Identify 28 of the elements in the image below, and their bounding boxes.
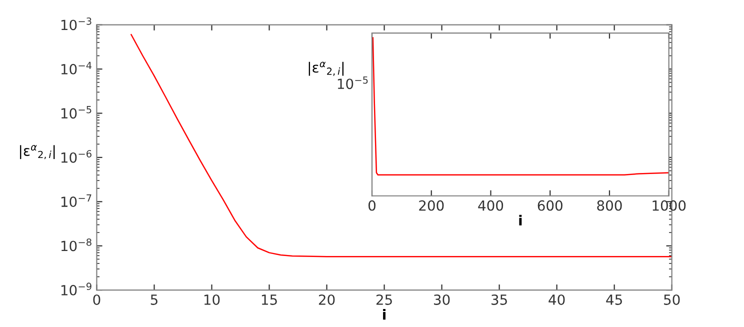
x-tick-label: 200 [419, 200, 444, 211]
annotation: 10$^{−5}$ [338, 76, 368, 90]
x-tick-label: 0 [93, 294, 100, 305]
x-tick-label: 50 [664, 294, 680, 305]
x-tick-label: 45 [606, 294, 622, 305]
y-tick-label: 10$^{−3}$ [61, 17, 92, 30]
y-tick-label: 10$^{−4}$ [61, 62, 92, 74]
x-tick-label: 25 [376, 294, 392, 305]
x-tick-label: 35 [492, 294, 507, 305]
x-tick-label: 600 [538, 200, 562, 211]
x-tick-label: 30 [434, 294, 450, 305]
y-tick-label: 10$^{−8}$ [61, 238, 92, 252]
x-tick-label: 0 [368, 200, 376, 211]
x-axis-title: i [383, 309, 386, 320]
x-tick-label: 400 [478, 200, 504, 211]
y-tick-label: 10$^{−7}$ [61, 194, 92, 208]
y-tick-label: 10$^{−9}$ [61, 282, 92, 296]
y-tick-label: 10$^{−6}$ [61, 150, 92, 163]
y-tick-label: 10$^{−5}$ [61, 106, 92, 119]
x-tick-label: 40 [548, 294, 565, 305]
x-tick-label: 5 [150, 294, 158, 305]
x-tick-label: 800 [597, 200, 622, 211]
x-axis-title: i [519, 214, 522, 226]
x-tick-label: 15 [262, 294, 277, 305]
y-axis-title: |ε$^{α}$$_{2,i}$| [20, 145, 55, 160]
y-axis-title: |ε$^{α}$$_{2,i}$| [308, 62, 344, 76]
x-tick-label: 10 [204, 294, 220, 305]
x-tick-label: 20 [318, 294, 335, 305]
